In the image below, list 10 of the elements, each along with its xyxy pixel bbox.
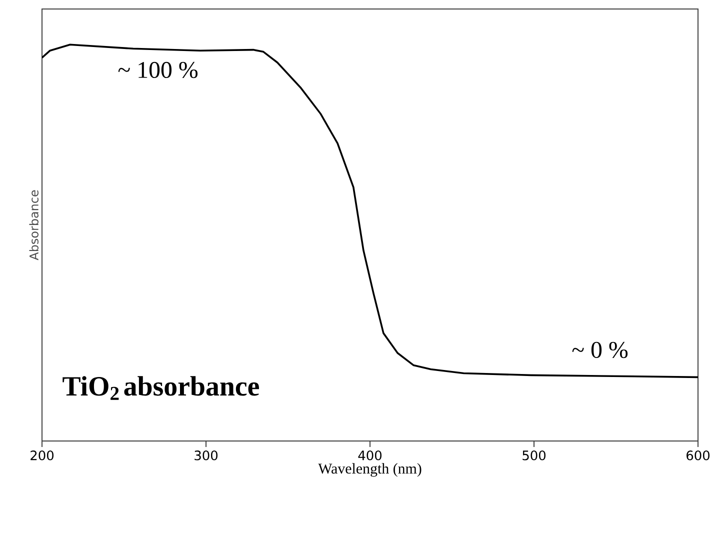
x-tick-label: 500: [522, 450, 546, 460]
annotation: ~ 0 %: [572, 342, 628, 358]
text: TiO$_{2}$ absorbance: [62, 376, 259, 400]
x-tick-label: 300: [194, 450, 218, 460]
x-tick-label: 200: [30, 450, 54, 460]
x-axis-title: Wavelength (nm): [318, 463, 422, 477]
x-tick-label: 600: [686, 450, 710, 460]
annotation: ~ 100 %: [118, 62, 198, 78]
x-tick-label: 400: [358, 450, 382, 460]
y-axis-title: Absorbance: [29, 190, 38, 260]
